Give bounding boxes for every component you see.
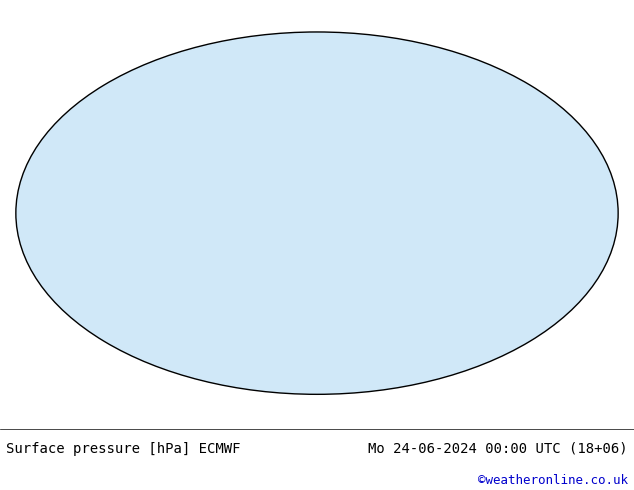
- Text: Mo 24-06-2024 00:00 UTC (18+06): Mo 24-06-2024 00:00 UTC (18+06): [368, 441, 628, 456]
- Text: Surface pressure [hPa] ECMWF: Surface pressure [hPa] ECMWF: [6, 441, 241, 456]
- Text: ©weatheronline.co.uk: ©weatheronline.co.uk: [477, 474, 628, 487]
- Ellipse shape: [16, 32, 618, 394]
